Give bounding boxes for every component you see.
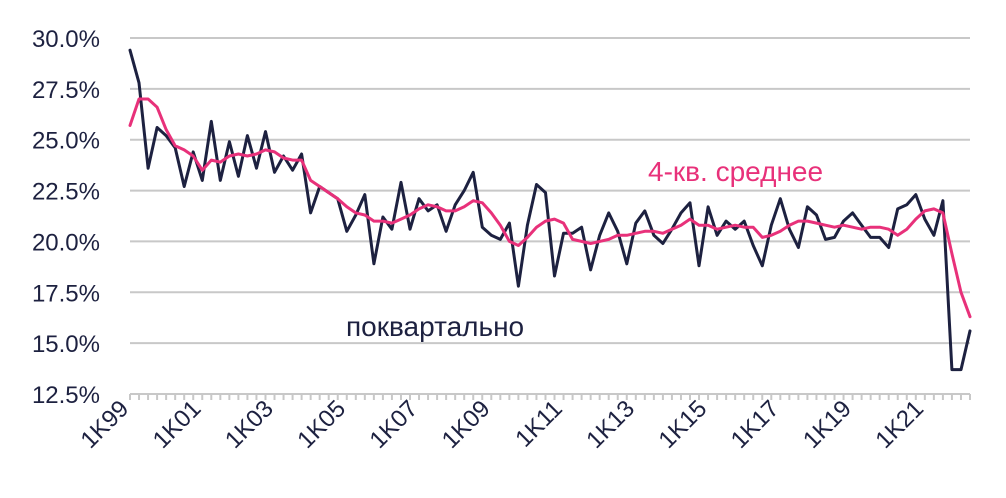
y-tick-label: 27.5% [32, 77, 100, 104]
y-tick-label: 22.5% [32, 179, 100, 206]
x-tick-label: 1K09 [437, 395, 496, 454]
x-tick-label: 1K19 [798, 395, 857, 454]
x-tick-label: 1K13 [581, 395, 640, 454]
y-tick-label: 15.0% [32, 331, 100, 358]
series-lines [128, 48, 972, 372]
x-tick-label: 1K17 [726, 395, 785, 454]
x-tick-label: 1K05 [292, 395, 351, 454]
x-tick-label: 1K07 [365, 395, 424, 454]
x-tick-label: 1K11 [510, 395, 567, 452]
x-axis: 1K99 1K01 1K03 1K05 1K07 1K09 1K11 1K13 1K15 1K17… [76, 393, 971, 454]
x-tick-label: 1K03 [220, 395, 279, 454]
series-line-ma4 [128, 97, 972, 319]
y-axis-tick-labels: 12.5% 15.0% 17.5% 20.0% 22.5% 25.0% 27.5% 30.0% [32, 26, 100, 409]
y-tick-label: 25.0% [32, 128, 100, 155]
x-tick-label: 1K15 [654, 395, 713, 454]
gridlines [130, 37, 970, 345]
annotation-4q-average: 4-кв. среднее [648, 156, 823, 187]
y-tick-label: 12.5% [32, 382, 100, 409]
y-tick-label: 20.0% [32, 229, 100, 256]
x-tick-label: 1K01 [148, 395, 207, 454]
y-tick-label: 17.5% [32, 280, 100, 307]
x-tick-label: 1K21 [870, 395, 929, 454]
series-line-quarterly [128, 48, 972, 372]
annotation-quarterly: поквартально [346, 311, 524, 342]
y-tick-label: 30.0% [32, 26, 100, 53]
